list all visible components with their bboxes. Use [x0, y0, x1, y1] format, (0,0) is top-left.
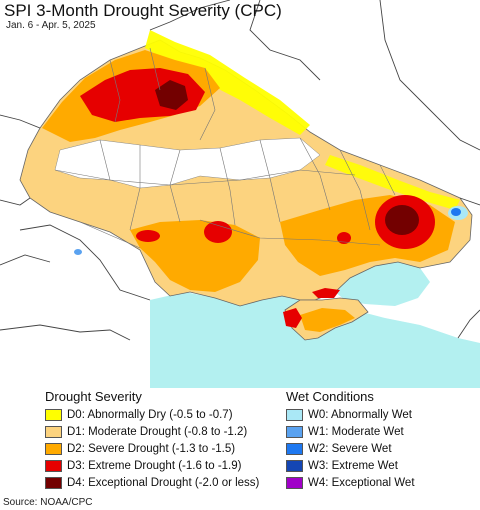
- d3-central: [204, 221, 232, 243]
- legend-label-d3: D3: Extreme Drought (-1.6 to -1.9): [67, 459, 242, 472]
- d3-west: [136, 230, 160, 242]
- swatch-d1: [45, 425, 62, 438]
- no-drought-central: [54, 137, 321, 189]
- drought-legend-title: Drought Severity: [45, 389, 142, 404]
- legend-item-w3: W3: Extreme Wet: [286, 457, 476, 474]
- swatch-d4: [45, 476, 62, 489]
- d4-east: [385, 205, 419, 235]
- country-borders: [0, 0, 480, 341]
- swatch-d2: [45, 442, 62, 455]
- source-credit: Source: NOAA/CPC: [3, 497, 93, 508]
- legend-label-w3: W3: Extreme Wet: [308, 459, 398, 472]
- d0-north-band: [145, 30, 310, 135]
- swatch-w3: [286, 459, 303, 472]
- legend-item-w0: W0: Abnormally Wet: [286, 406, 476, 423]
- wet-legend: Wet Conditions W0: Abnormally Wet W1: Mo…: [286, 389, 476, 493]
- oblast-borders: [54, 47, 396, 249]
- swatch-d3: [45, 459, 62, 472]
- sea-of-azov: [335, 262, 430, 306]
- legend-item-d2: D2: Severe Drought (-1.3 to -1.5): [45, 440, 285, 457]
- legend-label-d2: D2: Severe Drought (-1.3 to -1.5): [67, 442, 236, 455]
- map-title: SPI 3-Month Drought Severity (CPC): [4, 1, 282, 20]
- swatch-w4: [286, 476, 303, 489]
- wet-legend-title: Wet Conditions: [286, 389, 374, 404]
- black-sea: [150, 292, 480, 388]
- legend-item-w2: W2: Severe Wet: [286, 440, 476, 457]
- d2-crimea: [300, 308, 355, 332]
- legend-label-d0: D0: Abnormally Dry (-0.5 to -0.7): [67, 408, 233, 421]
- legend-label-w2: W2: Severe Wet: [308, 442, 392, 455]
- legend-item-w4: W4: Exceptional Wet: [286, 474, 476, 491]
- legend-item-d0: D0: Abnormally Dry (-0.5 to -0.7): [45, 406, 285, 423]
- d3-east-small: [337, 232, 351, 244]
- d4-north: [155, 80, 188, 110]
- legend-item-w1: W1: Moderate Wet: [286, 423, 476, 440]
- drought-legend: Drought Severity D0: Abnormally Dry (-0.…: [45, 389, 285, 493]
- swatch-w0: [286, 408, 303, 421]
- d3-north-coast: [312, 288, 340, 298]
- d3-crimea: [283, 308, 302, 328]
- wet-west-w1: [74, 249, 82, 255]
- legend-label-w4: W4: Exceptional Wet: [308, 476, 415, 489]
- legend-label-d1: D1: Moderate Drought (-0.8 to -1.2): [67, 425, 248, 438]
- map-subtitle: Jan. 6 - Apr. 5, 2025: [6, 20, 96, 31]
- legend-item-d1: D1: Moderate Drought (-0.8 to -1.2): [45, 423, 285, 440]
- legend-item-d4: D4: Exceptional Drought (-2.0 or less): [45, 474, 285, 491]
- legend-label-d4: D4: Exceptional Drought (-2.0 or less): [67, 476, 260, 489]
- drought-map: [0, 0, 480, 388]
- wet-east-w2: [451, 208, 461, 216]
- swatch-w2: [286, 442, 303, 455]
- swatch-d0: [45, 408, 62, 421]
- swatch-w1: [286, 425, 303, 438]
- legend-label-w0: W0: Abnormally Wet: [308, 408, 412, 421]
- legend-item-d3: D3: Extreme Drought (-1.6 to -1.9): [45, 457, 285, 474]
- legend-label-w1: W1: Moderate Wet: [308, 425, 404, 438]
- d0-east-band: [325, 155, 460, 210]
